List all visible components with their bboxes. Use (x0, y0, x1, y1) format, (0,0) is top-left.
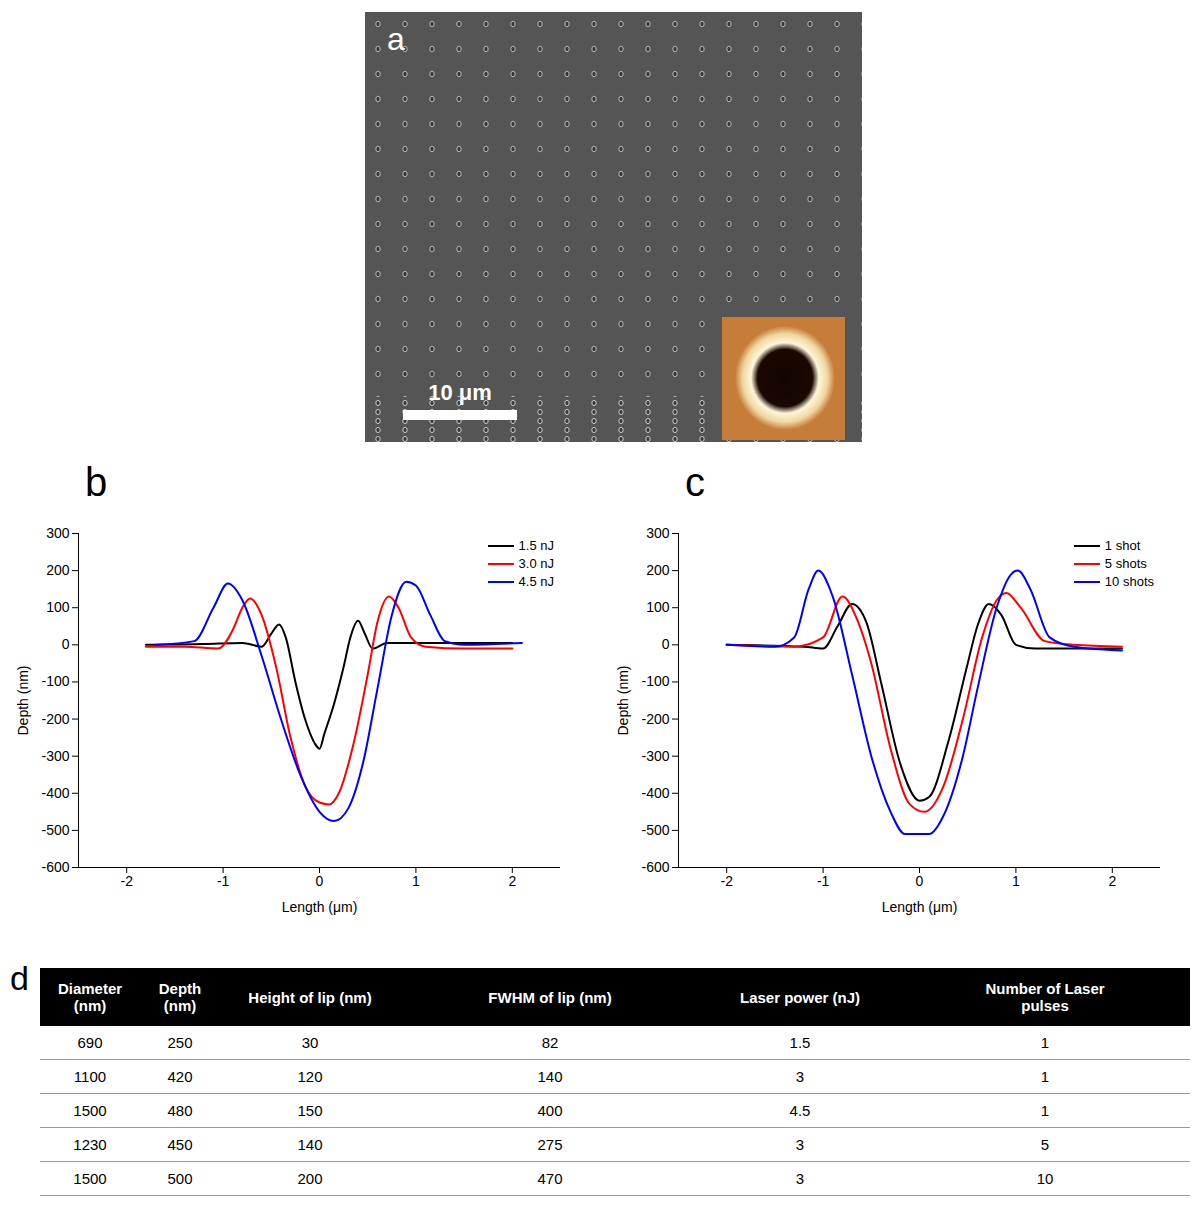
html-text:4.5: 4.5 (789, 1102, 811, 1119)
svg-text:300: 300 (46, 525, 70, 541)
svg-text:-500: -500 (641, 822, 669, 838)
html-text:c: c (685, 460, 705, 504)
html-text:140: 140 (537, 1068, 563, 1085)
html-text:1500: 1500 (73, 1102, 107, 1119)
html-text:3.0 nJ: 3.0 nJ (518, 556, 554, 571)
html-text:1100: 1100 (73, 1068, 107, 1085)
svg-text:-200: -200 (641, 711, 669, 727)
html-text:3: 3 (795, 1170, 805, 1187)
html-text:10: 10 (1036, 1170, 1054, 1187)
html-text:400: 400 (537, 1102, 563, 1119)
html-text:1: 1 (1040, 1068, 1050, 1085)
html-text:250: 250 (167, 1034, 193, 1051)
html-text:1: 1 (1040, 1034, 1050, 1051)
svg-text:-500: -500 (41, 822, 69, 838)
html-text:470: 470 (537, 1170, 563, 1187)
svg-text:-1: -1 (817, 873, 830, 889)
html-text:140: 140 (297, 1136, 323, 1153)
svg-text:-1: -1 (217, 873, 230, 889)
svg-text:-100: -100 (41, 673, 69, 689)
svg-text:0: 0 (316, 873, 324, 889)
html-text:150: 150 (297, 1102, 323, 1119)
svg-text:100: 100 (46, 599, 70, 615)
html-text:b: b (85, 460, 108, 504)
svg-text:a: a (387, 21, 405, 57)
svg-text:-600: -600 (641, 859, 669, 875)
html-text:FWHM of lip (nm): FWHM of lip (nm) (488, 988, 612, 1006)
html-text:Laser power (nJ): Laser power (nJ) (740, 988, 860, 1006)
html-text:690: 690 (77, 1034, 103, 1051)
html-text:480: 480 (167, 1102, 193, 1119)
html-text:1500: 1500 (73, 1170, 107, 1187)
html-text:1: 1 (1040, 1102, 1050, 1119)
html-text:5 shots: 5 shots (1104, 556, 1147, 571)
html-text:420: 420 (167, 1068, 193, 1085)
html-text:10 shots: 10 shots (1104, 574, 1154, 589)
html-text:Depth (nm): Depth (nm) (158, 980, 202, 1014)
svg-text:-400: -400 (41, 785, 69, 801)
svg-text:-100: -100 (641, 673, 669, 689)
html-text:d: d (10, 959, 29, 997)
svg-text:0: 0 (62, 636, 70, 652)
svg-text:-400: -400 (641, 785, 669, 801)
html-text:3: 3 (795, 1068, 805, 1085)
svg-text:1: 1 (1012, 873, 1020, 889)
svg-text:-300: -300 (641, 748, 669, 764)
svg-text:100: 100 (646, 599, 670, 615)
html-text:3: 3 (795, 1136, 805, 1153)
html-text:82: 82 (541, 1034, 559, 1051)
svg-text:1: 1 (412, 873, 420, 889)
svg-text:-300: -300 (41, 748, 69, 764)
svg-text:300: 300 (646, 525, 670, 541)
html-text:1.5: 1.5 (789, 1034, 811, 1051)
svg-text:0: 0 (662, 636, 670, 652)
html-text:1.5 nJ: 1.5 nJ (518, 538, 554, 553)
html-text:1 shot: 1 shot (1104, 538, 1141, 553)
html-text:1230: 1230 (73, 1136, 107, 1153)
html-text:275: 275 (537, 1136, 563, 1153)
html-text:30: 30 (301, 1034, 319, 1051)
svg-text:2: 2 (508, 873, 516, 889)
html-text:Number of Laser pulses: Number of Laser pulses (985, 980, 1105, 1014)
svg-text:200: 200 (646, 562, 670, 578)
html-text:4.5 nJ: 4.5 nJ (518, 574, 554, 589)
html-text:Height of lip (nm): Height of lip (nm) (248, 988, 372, 1006)
html-text:120: 120 (297, 1068, 323, 1085)
svg-text:-2: -2 (120, 873, 133, 889)
svg-text:-600: -600 (41, 859, 69, 875)
svg-text:Depth (nm): Depth (nm) (615, 665, 631, 735)
html-text:Diameter (nm): Diameter (nm) (57, 980, 123, 1014)
svg-text:-2: -2 (720, 873, 733, 889)
html-text:200: 200 (297, 1170, 323, 1187)
svg-text:200: 200 (46, 562, 70, 578)
svg-text:2: 2 (1108, 873, 1116, 889)
html-text:450: 450 (167, 1136, 193, 1153)
html-text:500: 500 (167, 1170, 193, 1187)
svg-text:10 μm: 10 μm (428, 380, 492, 405)
svg-text:Depth (nm): Depth (nm) (15, 665, 31, 735)
svg-text:-200: -200 (41, 711, 69, 727)
svg-text:0: 0 (916, 873, 924, 889)
html-text:5: 5 (1040, 1136, 1050, 1153)
svg-text:Length (μm): Length (μm) (882, 899, 958, 915)
svg-text:Length (μm): Length (μm) (282, 899, 358, 915)
